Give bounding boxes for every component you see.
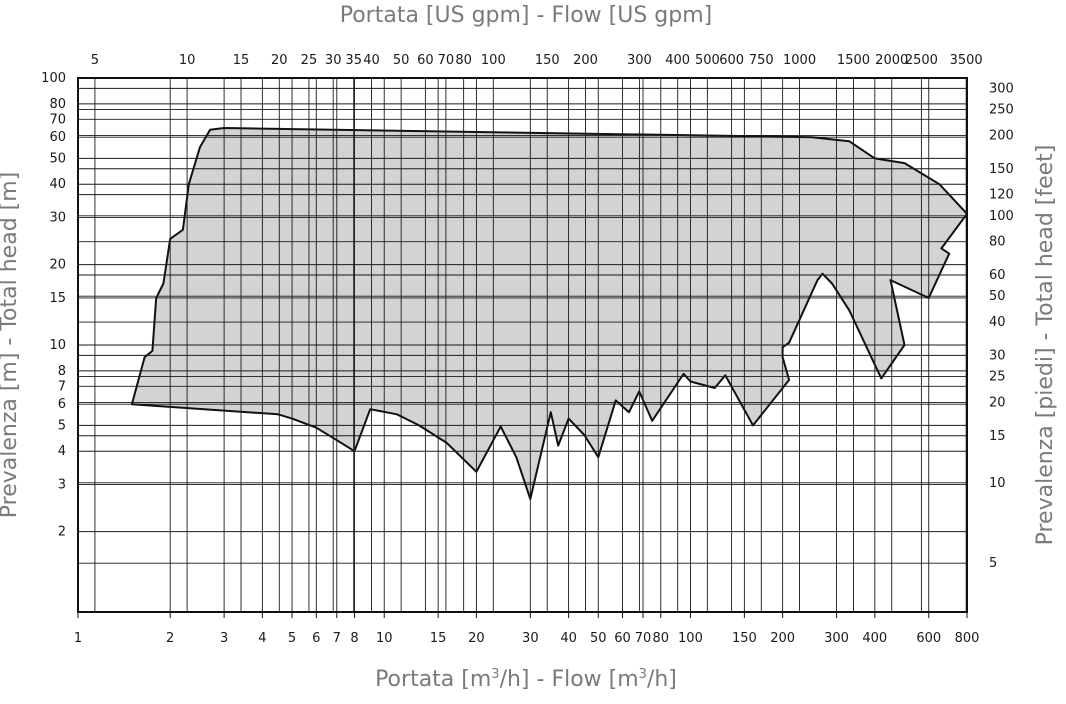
top-tick-label: 50	[393, 53, 410, 68]
y-tick-label: 20	[49, 258, 66, 273]
y-tick-label: 70	[49, 112, 66, 127]
right-tick-label: 200	[989, 128, 1014, 143]
right-tick-label: 5	[989, 556, 997, 571]
x-tick-label: 4	[258, 631, 266, 646]
y-tick-label: 60	[49, 130, 66, 145]
x-tick-label: 400	[862, 631, 887, 646]
y-tick-label: 3	[58, 478, 66, 493]
x-tick-label: 20	[468, 631, 485, 646]
right-tick-label: 300	[989, 81, 1014, 96]
x-tick-label: 300	[824, 631, 849, 646]
right-tick-label: 20	[989, 395, 1006, 410]
x-tick-label: 3	[220, 631, 228, 646]
frame-layer	[77, 77, 968, 613]
x-tick-label: 15	[430, 631, 447, 646]
y-tick-label: 15	[49, 291, 66, 306]
top-tick-label: 2500	[905, 53, 938, 68]
right-tick-label: 15	[989, 429, 1006, 444]
y-tick-label: 30	[49, 211, 66, 226]
x-tick-label: 7	[333, 631, 341, 646]
operating-envelope	[130, 127, 968, 500]
tick-label-layer: 1 2 3 4 5 6 7 8 10 15 20 30 40 50 60 70 80 100 150 200 300 40…	[41, 53, 1014, 646]
top-tick-label: 300	[627, 53, 652, 68]
top-tick-label: 400	[665, 53, 690, 68]
y-tick-label: 80	[49, 97, 66, 112]
right-tick-label: 10	[989, 476, 1006, 491]
top-tick-label: 100	[481, 53, 506, 68]
top-tick-label: 35	[345, 53, 362, 68]
top-tick-label: 70	[438, 53, 455, 68]
top-tick-label: 1500	[837, 53, 870, 68]
top-tick-label: 10	[179, 53, 196, 68]
top-axis-title: Portata [US gpm] - Flow [US gpm]	[340, 3, 713, 28]
plot-frame	[77, 77, 968, 613]
x-tick-label: 600	[916, 631, 941, 646]
y-tick-label: 4	[58, 444, 66, 459]
x-tick-label: 70	[635, 631, 652, 646]
top-tick-label: 20	[271, 53, 288, 68]
y-tick-label: 50	[49, 151, 66, 166]
right-tick-label: 50	[989, 289, 1006, 304]
top-tick-label: 40	[363, 53, 380, 68]
right-tick-label: 100	[989, 209, 1014, 224]
top-tick-label: 750	[749, 53, 774, 68]
y-tick-label: 10	[49, 338, 66, 353]
top-tick-label: 3500	[950, 53, 983, 68]
right-tick-label: 150	[989, 162, 1014, 177]
x-tick-label: 40	[560, 631, 577, 646]
right-tick-label: 40	[989, 315, 1006, 330]
y-tick-label: 2	[58, 525, 66, 540]
top-tick-label: 80	[455, 53, 472, 68]
right-tick-label: 25	[989, 370, 1006, 385]
y-tick-label: 5	[58, 418, 66, 433]
grid-layer	[77, 77, 968, 612]
top-tick-label: 5	[91, 53, 99, 68]
y-tick-label: 8	[58, 364, 66, 379]
right-tick-label: 60	[989, 268, 1006, 283]
y-tick-label: 7	[58, 379, 66, 394]
x-tick-label: 8	[350, 631, 358, 646]
right-axis-title: Prevalenza [piedi] - Total head [feet]	[1033, 145, 1058, 546]
x-tick-label: 6	[312, 631, 320, 646]
x-tick-label: 30	[522, 631, 539, 646]
right-tick-label: 30	[989, 348, 1006, 363]
x-tick-label: 50	[590, 631, 607, 646]
x-tick-label: 5	[288, 631, 296, 646]
x-tick-label: 10	[376, 631, 393, 646]
x-tick-label: 80	[653, 631, 670, 646]
top-tick-label: 200	[573, 53, 598, 68]
x-tick-label: 60	[614, 631, 631, 646]
x-tick-label: 2	[166, 631, 174, 646]
top-tick-label: 30	[325, 53, 342, 68]
top-tick-label: 60	[417, 53, 434, 68]
x-tick-label: 200	[770, 631, 795, 646]
y-tick-label: 100	[41, 71, 66, 86]
top-tick-label: 2000	[875, 53, 908, 68]
right-tick-label: 120	[989, 188, 1014, 203]
envelope-layer	[130, 127, 968, 500]
top-tick-label: 15	[233, 53, 250, 68]
bottom-axis-title: Portata [m3/h] - Flow [m3/h]	[375, 667, 677, 692]
top-tick-label: 1000	[783, 53, 816, 68]
left-axis-title: Prevalenza [m] - Total head [m]	[0, 172, 22, 519]
y-tick-label: 40	[49, 177, 66, 192]
top-tick-label: 500	[695, 53, 720, 68]
x-tick-label: 150	[732, 631, 757, 646]
top-tick-label: 150	[535, 53, 560, 68]
x-tick-label: 800	[955, 631, 980, 646]
top-tick-label: 25	[301, 53, 318, 68]
x-tick-label: 1	[74, 631, 82, 646]
right-tick-label: 250	[989, 103, 1014, 118]
y-tick-label: 6	[58, 397, 66, 412]
top-tick-label: 600	[719, 53, 744, 68]
right-tick-label: 80	[989, 235, 1006, 250]
x-tick-label: 100	[678, 631, 703, 646]
